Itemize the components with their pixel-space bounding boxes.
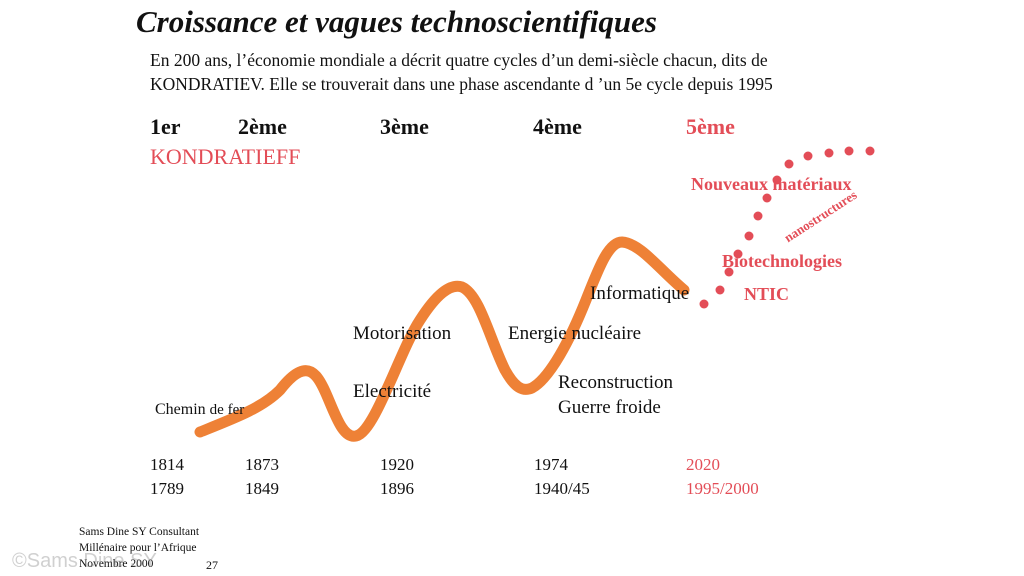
innovation-reconstruction: Reconstruction	[558, 372, 674, 393]
slide-title: Croissance et vagues technoscientifiques	[136, 4, 657, 39]
cycle-5-label: 5ème	[686, 114, 735, 139]
cycle-2-label: 2ème	[238, 114, 287, 139]
innovation-motorisation: Motorisation	[353, 323, 452, 344]
peak-year-3: 1920	[380, 455, 414, 474]
footer-event: Millénaire pour l’Afrique	[79, 542, 197, 554]
peak-year-5: 2020	[686, 455, 720, 474]
peak-year-4: 1974	[534, 455, 568, 474]
railway-prefix: Chemin	[155, 401, 210, 418]
cycle-4-label: 4ème	[533, 114, 582, 139]
watermark: ©Sams Dine SY	[12, 550, 157, 572]
trough-year-2: 1849	[245, 479, 279, 498]
innovation-railway: Chemin de fer	[155, 401, 244, 419]
future-dotted-curve	[699, 146, 875, 309]
cycle-3-label: 3ème	[380, 114, 429, 139]
subtitle-line-1: En 200 ans, l’économie mondiale a décrit…	[150, 50, 768, 70]
trough-year-4: 1940/45	[534, 479, 590, 498]
peak-year-2: 1873	[245, 455, 279, 474]
railway-suffix: de fer	[209, 402, 245, 418]
peak-year-1: 1814	[150, 455, 184, 474]
cycle-1-label: 1er	[150, 114, 181, 139]
footer-author: Sams Dine SY Consultant	[79, 526, 200, 538]
future-ntic: NTIC	[744, 284, 790, 304]
innovation-guerre-froide: Guerre froide	[558, 397, 661, 418]
trough-year-1: 1789	[150, 479, 184, 498]
innovation-electricite: Electricité	[353, 381, 432, 402]
innovation-energie-nucleaire: Energie nucléaire	[508, 323, 642, 344]
future-nouveaux-materiaux: Nouveaux matériaux	[691, 174, 852, 194]
future-biotechnologies: Biotechnologies	[722, 251, 842, 271]
subtitle-line-2: KONDRATIEV. Elle se trouverait dans une …	[150, 74, 773, 94]
trough-year-5: 1995/2000	[686, 479, 759, 498]
kondratieff-label: KONDRATIEFF	[150, 144, 301, 169]
footer-date: Novembre 2000	[79, 558, 154, 570]
wave-curve	[194, 236, 690, 442]
trough-year-3: 1896	[380, 479, 414, 498]
innovation-informatique: Informatique	[590, 283, 690, 304]
footer-page-number: 27	[206, 558, 218, 572]
